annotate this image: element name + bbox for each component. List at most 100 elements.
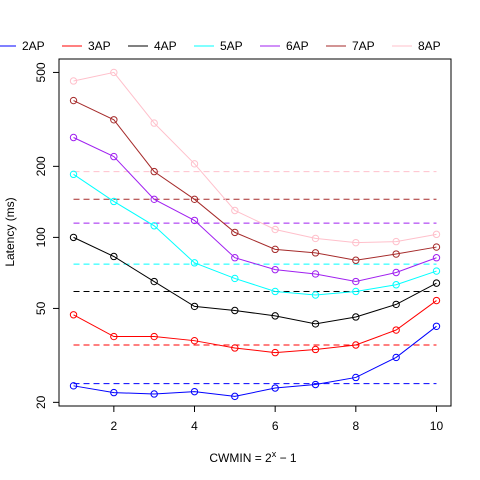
data-point-8ap: [150, 119, 158, 127]
data-point-4ap: [311, 320, 320, 328]
data-point-8ap: [190, 160, 199, 168]
series-line-8ap: [73, 71, 437, 244]
data-point-5ap: [69, 170, 78, 179]
x-axis-label-superscript: x: [272, 449, 277, 459]
data-point-2ap: [110, 388, 118, 397]
data-point-4ap: [352, 313, 360, 321]
legend: 2AP 3AP 4AP 5AP 6AP 7AP 8AP: [0, 39, 441, 53]
series-line-4ap: [73, 236, 437, 325]
data-point-8ap: [432, 230, 441, 239]
data-point-3ap: [150, 332, 158, 341]
data-point-7ap: [150, 167, 158, 176]
x-tick-label: 6: [272, 419, 279, 433]
data-point-3ap: [392, 326, 400, 334]
legend-label-6ap: 6AP: [286, 39, 309, 53]
data-point-2ap: [311, 380, 320, 389]
x-axis: 2 4 6 8 10: [111, 406, 444, 433]
data-point-8ap: [311, 234, 320, 243]
data-point-2ap: [231, 392, 239, 401]
plot-frame: [58, 58, 452, 407]
data-point-3ap: [69, 311, 78, 319]
data-point-7ap: [311, 249, 320, 257]
data-point-2ap: [190, 387, 199, 396]
x-tick-label: 4: [191, 419, 198, 433]
data-point-4ap: [69, 233, 78, 242]
x-tick-label: 10: [430, 419, 444, 433]
x-axis-label-tail: − 1: [276, 451, 297, 465]
reference-lines: [73, 171, 437, 385]
data-point-7ap: [110, 116, 118, 124]
x-axis-label-base: CWMIN = 2: [209, 451, 272, 465]
data-point-4ap: [150, 277, 158, 286]
y-axis: 20 50 100 200 500: [34, 62, 59, 409]
data-point-4ap: [271, 312, 279, 320]
series-line-3ap: [73, 300, 437, 354]
data-point-6ap: [392, 268, 400, 277]
data-point-5ap: [271, 287, 279, 296]
data-point-5ap: [432, 267, 441, 275]
data-point-7ap: [190, 195, 199, 204]
legend-label-3ap: 3AP: [88, 39, 111, 53]
data-point-6ap: [352, 277, 360, 286]
x-tick-label: 2: [111, 419, 118, 433]
y-axis-label: Latency (ms): [3, 197, 17, 266]
y-tick-label: 20: [34, 395, 48, 409]
data-point-4ap: [231, 306, 239, 315]
legend-label-7ap: 7AP: [352, 39, 375, 53]
legend-label-5ap: 5AP: [220, 39, 243, 53]
data-point-6ap: [110, 152, 118, 161]
series-lines: [69, 68, 441, 401]
data-point-3ap: [311, 345, 320, 354]
x-axis-label: CWMIN = 2x − 1: [209, 449, 297, 465]
data-point-8ap: [110, 68, 118, 77]
y-tick-label: 100: [34, 227, 48, 247]
data-point-3ap: [271, 348, 279, 357]
data-point-5ap: [311, 291, 320, 299]
data-point-8ap: [231, 206, 239, 215]
series-line-5ap: [73, 173, 437, 296]
data-point-2ap: [150, 390, 158, 398]
data-point-2ap: [392, 353, 400, 362]
series-line-7ap: [73, 100, 437, 261]
data-point-3ap: [432, 296, 441, 305]
data-point-7ap: [69, 96, 78, 105]
data-point-6ap: [231, 254, 239, 262]
data-point-5ap: [110, 197, 118, 206]
data-point-3ap: [190, 336, 199, 345]
data-point-7ap: [392, 250, 400, 258]
legend-label-4ap: 4AP: [154, 39, 177, 53]
data-point-8ap: [271, 225, 279, 234]
legend-label-2ap: 2AP: [22, 39, 45, 53]
data-point-3ap: [110, 332, 118, 341]
data-point-3ap: [352, 341, 360, 349]
data-point-4ap: [110, 252, 118, 261]
y-tick-label: 500: [34, 62, 48, 82]
data-point-5ap: [150, 222, 158, 230]
data-point-5ap: [392, 281, 400, 289]
data-point-6ap: [150, 195, 158, 204]
data-point-2ap: [271, 384, 279, 392]
data-point-2ap: [69, 382, 78, 390]
data-point-5ap: [352, 287, 360, 296]
data-point-7ap: [432, 243, 441, 251]
data-point-7ap: [352, 256, 360, 264]
series-line-2ap: [73, 325, 437, 397]
data-point-5ap: [231, 274, 239, 283]
data-point-7ap: [231, 228, 239, 237]
data-point-6ap: [311, 270, 320, 278]
y-tick-label: 200: [34, 156, 48, 176]
data-point-6ap: [432, 254, 441, 262]
data-point-3ap: [231, 344, 239, 352]
data-point-4ap: [432, 279, 441, 287]
data-point-8ap: [352, 238, 360, 247]
legend-label-8ap: 8AP: [418, 39, 441, 53]
x-tick-label: 8: [352, 419, 359, 433]
data-point-8ap: [69, 77, 78, 85]
data-point-6ap: [69, 133, 78, 142]
data-point-6ap: [271, 265, 279, 274]
data-point-2ap: [352, 373, 360, 382]
data-point-2ap: [432, 322, 441, 331]
data-point-4ap: [392, 300, 400, 309]
